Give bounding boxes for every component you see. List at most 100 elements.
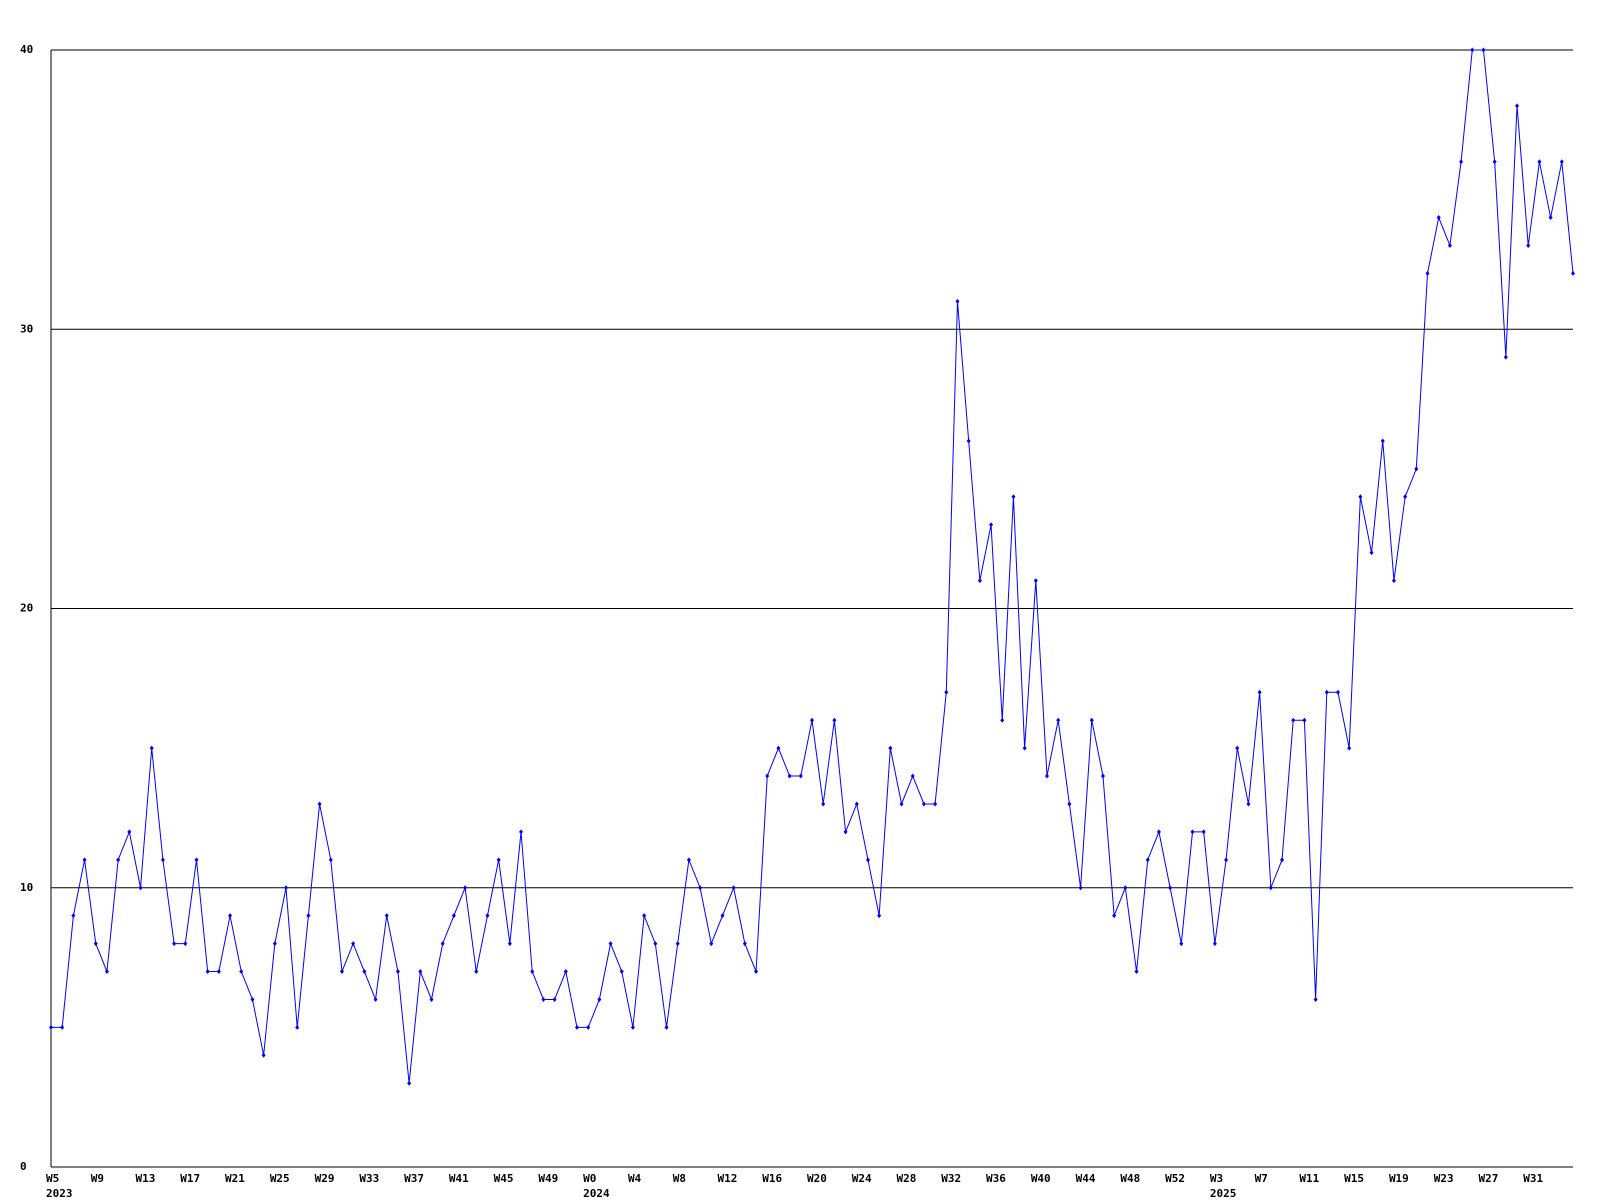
point-marker <box>921 801 926 807</box>
point-marker <box>1526 242 1531 248</box>
point-marker <box>1571 270 1575 276</box>
point-marker <box>127 829 132 835</box>
x-tick-label: W12 <box>717 1172 737 1185</box>
point-marker <box>250 996 255 1002</box>
point-marker <box>1246 801 1251 807</box>
point-marker <box>776 745 781 751</box>
point-marker <box>608 941 613 947</box>
x-tick-label: W9 <box>91 1172 104 1185</box>
point-marker <box>1201 829 1206 835</box>
point-marker <box>910 773 915 779</box>
point-marker <box>1559 159 1564 165</box>
x-tick-label: W33 <box>359 1172 379 1185</box>
point-marker <box>1313 996 1318 1002</box>
point-marker <box>306 913 311 919</box>
point-marker <box>709 941 714 947</box>
x-tick-label: W45 <box>494 1172 514 1185</box>
point-marker <box>1291 717 1296 723</box>
point-marker <box>474 969 479 975</box>
point-marker <box>698 885 703 891</box>
point-marker <box>1537 159 1542 165</box>
point-marker <box>93 941 98 947</box>
point-marker <box>384 913 389 919</box>
point-marker <box>407 1080 412 1086</box>
point-marker <box>1459 159 1464 165</box>
y-tick-label: 0 <box>20 1160 27 1173</box>
point-marker <box>955 298 960 304</box>
point-marker <box>899 801 904 807</box>
point-marker <box>1078 885 1083 891</box>
point-marker <box>205 969 210 975</box>
x-tick-label: W17 <box>180 1172 200 1185</box>
point-marker <box>574 1024 579 1030</box>
point-marker <box>1515 103 1520 109</box>
y-tick-label: 40 <box>20 43 33 56</box>
point-marker <box>228 913 233 919</box>
point-marker <box>395 969 400 975</box>
point-marker <box>865 857 870 863</box>
x-tick-label: W41 <box>449 1172 469 1185</box>
point-marker <box>675 941 680 947</box>
point-marker <box>720 913 725 919</box>
point-marker <box>1134 969 1139 975</box>
x-tick-label: W16 <box>762 1172 782 1185</box>
point-marker <box>60 1024 65 1030</box>
point-marker <box>1436 215 1441 221</box>
point-marker <box>362 969 367 975</box>
point-marker <box>272 941 277 947</box>
x-year-label: 2024 <box>583 1187 610 1200</box>
point-marker <box>1179 941 1184 947</box>
point-marker <box>530 969 535 975</box>
point-marker <box>1224 857 1229 863</box>
point-marker <box>1011 494 1016 500</box>
x-tick-label: W19 <box>1389 1172 1409 1185</box>
point-marker <box>1089 717 1094 723</box>
point-marker <box>49 1024 53 1030</box>
point-marker <box>1000 717 1005 723</box>
point-marker <box>1324 689 1329 695</box>
point-marker <box>1302 717 1307 723</box>
point-marker <box>977 578 982 584</box>
point-marker <box>429 996 434 1002</box>
point-marker <box>810 717 814 723</box>
point-marker <box>1380 438 1385 444</box>
point-marker <box>1347 745 1352 751</box>
x-year-label: 2023 <box>46 1187 73 1200</box>
point-marker <box>1369 550 1374 556</box>
point-marker <box>194 857 199 863</box>
point-marker <box>1492 159 1497 165</box>
point-marker <box>642 913 647 919</box>
point-marker <box>183 941 188 947</box>
point-marker <box>742 941 747 947</box>
point-marker <box>1280 857 1285 863</box>
x-tick-label: W23 <box>1434 1172 1454 1185</box>
x-tick-label: W40 <box>1031 1172 1051 1185</box>
point-marker <box>1425 270 1430 276</box>
point-marker <box>138 885 143 891</box>
point-marker <box>1358 494 1363 500</box>
x-tick-label: W13 <box>136 1172 156 1185</box>
point-marker <box>1067 801 1072 807</box>
point-marker <box>1056 717 1061 723</box>
point-marker <box>160 857 165 863</box>
x-tick-label: W3 <box>1210 1172 1223 1185</box>
point-marker <box>1447 242 1452 248</box>
point-marker <box>765 773 770 779</box>
point-marker <box>1503 354 1508 360</box>
x-tick-label: W32 <box>941 1172 961 1185</box>
point-marker <box>1112 913 1117 919</box>
point-marker <box>1391 578 1396 584</box>
x-tick-label: W48 <box>1120 1172 1140 1185</box>
point-marker <box>373 996 378 1002</box>
point-marker <box>1123 885 1128 891</box>
point-marker <box>172 941 177 947</box>
y-tick-label: 20 <box>20 602 33 615</box>
point-marker <box>149 745 154 751</box>
point-marker <box>1403 494 1408 500</box>
point-marker <box>686 857 691 863</box>
point-marker <box>507 941 512 947</box>
point-marker <box>787 773 792 779</box>
point-marker <box>832 717 837 723</box>
point-marker <box>351 941 356 947</box>
